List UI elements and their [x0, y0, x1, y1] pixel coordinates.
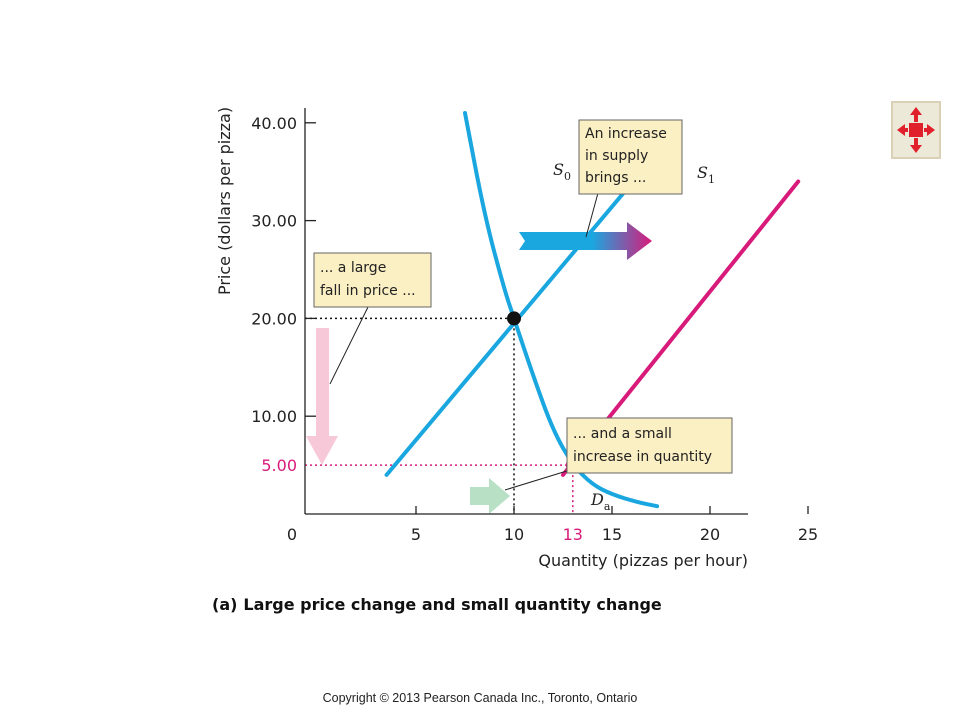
- y-tick-label-highlight: 5.00: [261, 456, 297, 475]
- s1-label: S1: [697, 163, 715, 186]
- y-tick-label: 30.00: [251, 212, 297, 231]
- figure-caption: (a) Large price change and small quantity…: [212, 595, 662, 614]
- fit-to-window-button[interactable]: [891, 101, 941, 159]
- price-note-line-2: fall in price ...: [320, 283, 416, 299]
- quantity-note-box: [566, 417, 733, 474]
- equilibrium-point-0: [507, 311, 521, 326]
- price-fall-arrow: [306, 328, 338, 465]
- quantity-note-leader: [504, 469, 571, 491]
- quantity-note-line-2: increase in quantity: [573, 449, 712, 465]
- curve-da: [463, 111, 660, 509]
- fit-to-window-icon: [897, 107, 935, 153]
- price-note-line-1: ... a large: [320, 260, 386, 276]
- x-axis-title: Quantity (pizzas per hour): [538, 551, 748, 570]
- supply-note-line-3: brings ...: [585, 170, 646, 186]
- x-tick-label-highlight: 13: [563, 525, 583, 544]
- quantity-note: ... and a small increase in quantity: [504, 417, 733, 491]
- x-tick-label: 5: [411, 525, 421, 544]
- s0-label: S0: [553, 160, 571, 183]
- y-tick-label: 10.00: [251, 407, 297, 426]
- supply-note-line-1: An increase: [585, 126, 667, 142]
- x-tick-label: 10: [504, 525, 524, 544]
- price-note-leader: [329, 306, 369, 385]
- y-axis-title: Price (dollars per pizza): [215, 107, 234, 295]
- copyright-text: Copyright © 2013 Pearson Canada Inc., To…: [322, 691, 638, 705]
- price-note-box: [313, 252, 432, 308]
- supply-note: An increase in supply brings ...: [578, 119, 683, 238]
- da-label: Da: [590, 490, 611, 513]
- y-tick-label: 40.00: [251, 114, 297, 133]
- axes: 0 5 10 15 20 25 10.00 20.00 30.00 40.00 13 5.00: [251, 108, 818, 544]
- supply-note-box: [578, 119, 683, 195]
- dotted-guides: [305, 317, 574, 514]
- x-tick-label: 20: [700, 525, 720, 544]
- supply-note-leader: [585, 192, 599, 238]
- x-tick-label: 0: [287, 525, 297, 544]
- caption-part: (a): [212, 595, 237, 614]
- price-note: ... a large fall in price ...: [313, 252, 432, 385]
- x-tick-label: 15: [602, 525, 622, 544]
- quantity-note-line-1: ... and a small: [573, 426, 672, 442]
- caption-text: Large price change and small quantity ch…: [243, 595, 662, 614]
- supply-note-line-2: in supply: [585, 148, 648, 164]
- quantity-increase-arrow: [470, 478, 510, 514]
- x-tick-label: 25: [798, 525, 818, 544]
- y-tick-label: 20.00: [251, 309, 297, 328]
